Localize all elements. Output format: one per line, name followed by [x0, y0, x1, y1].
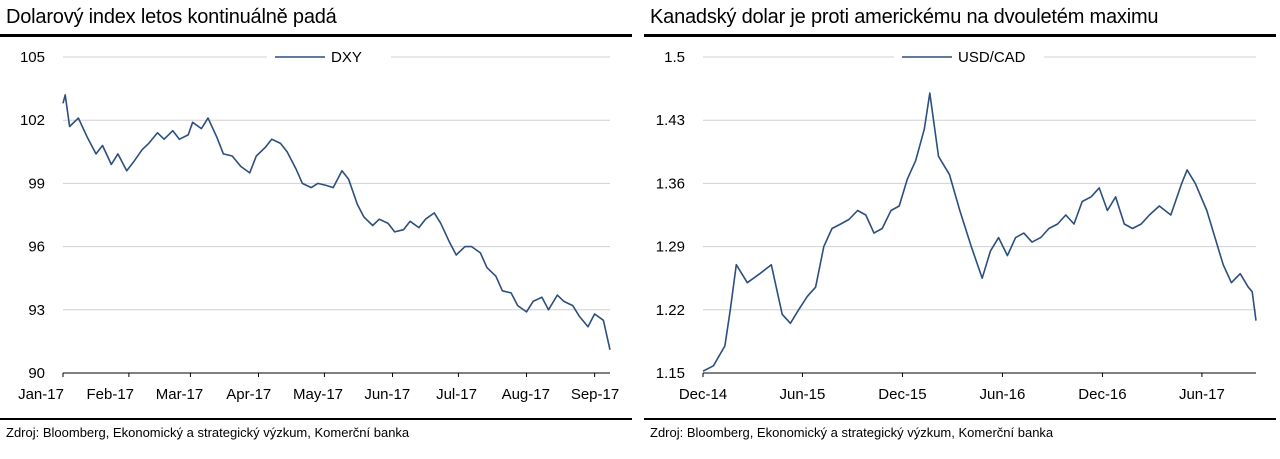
x-tick-label: Jul-17 — [436, 386, 477, 403]
x-tick-label: Jan-17 — [18, 386, 64, 403]
usdcad-chart: 1.5 1.43 1.36 1.29 1.22 1.15 Dec-14 Jun-15 Dec-1… — [656, 48, 1257, 403]
y-tick-label: 1.5 — [664, 49, 685, 66]
dxy-chart: 105 102 99 96 93 90 Jan-17 Feb-17 Mar-17 Apr-17 Ma… — [18, 48, 619, 403]
x-tick-label: Dec-15 — [878, 386, 926, 403]
x-tick-label: Mar-17 — [156, 386, 204, 403]
legend-box — [267, 48, 391, 66]
y-tick-label: 1.43 — [656, 112, 685, 129]
y-tick-label: 93 — [28, 302, 45, 319]
x-tick-label: Aug-17 — [502, 386, 550, 403]
usdcad-panel: Kanadský dolar je proti americkému na dv… — [644, 0, 1276, 459]
x-tick-label: May-17 — [293, 386, 343, 403]
source-rule — [644, 418, 1276, 420]
y-tick-label: 96 — [28, 239, 45, 256]
x-tick-label: Jun-17 — [1179, 386, 1225, 403]
x-tick-label: Dec-16 — [1078, 386, 1126, 403]
y-tick-label: 1.36 — [656, 175, 685, 192]
y-tick-label: 1.22 — [656, 302, 685, 319]
legend-label: USD/CAD — [958, 49, 1026, 66]
chart-title: Kanadský dolar je proti americkému na dv… — [650, 6, 1159, 28]
y-tick-label: 1.29 — [656, 239, 685, 256]
y-tick-label: 90 — [28, 365, 45, 382]
y-tick-label: 1.15 — [656, 365, 685, 382]
legend-label: DXY — [331, 49, 362, 66]
y-tick-label: 102 — [20, 112, 45, 129]
dxy-panel: Dolarový index letos kontinuálně padá 10… — [0, 0, 632, 459]
x-tick-label: Jun-16 — [980, 386, 1026, 403]
series-line — [702, 92, 1257, 372]
series-line — [62, 94, 611, 350]
x-tick-label: Dec-14 — [679, 386, 727, 403]
x-tick-label: Feb-17 — [86, 386, 134, 403]
title-rule — [0, 34, 632, 37]
legend-box — [894, 48, 1044, 66]
chart-title: Dolarový index letos kontinuálně padá — [6, 6, 337, 28]
source-rule — [0, 418, 632, 420]
x-tick-label: Jun-15 — [780, 386, 826, 403]
source-note: Zdroj: Bloomberg, Ekonomický a strategic… — [6, 425, 410, 440]
y-tick-label: 105 — [20, 49, 45, 66]
y-tick-label: 99 — [28, 175, 45, 192]
x-tick-label: Jun-17 — [364, 386, 410, 403]
x-tick-label: Sep-17 — [571, 386, 619, 403]
x-tick-label: Apr-17 — [226, 386, 271, 403]
title-rule — [644, 34, 1276, 37]
source-note: Zdroj: Bloomberg, Ekonomický a strategic… — [650, 425, 1054, 440]
